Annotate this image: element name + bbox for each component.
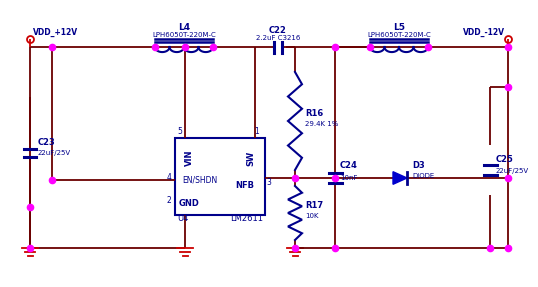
Text: C24: C24 <box>340 161 358 170</box>
Text: R16: R16 <box>305 109 323 118</box>
Text: 10nF: 10nF <box>340 175 357 181</box>
Text: U4: U4 <box>177 214 188 223</box>
Text: 1: 1 <box>254 127 259 136</box>
Text: R17: R17 <box>305 201 323 210</box>
Text: L4: L4 <box>178 23 190 32</box>
Text: DIODE: DIODE <box>412 173 434 179</box>
Text: LPH6050T-220M-C: LPH6050T-220M-C <box>367 32 431 38</box>
Text: VIN: VIN <box>185 150 194 166</box>
Text: NFB: NFB <box>236 181 254 189</box>
Text: 5: 5 <box>178 127 182 136</box>
Text: 3: 3 <box>266 178 272 187</box>
Text: VDD_-12V: VDD_-12V <box>463 28 505 37</box>
Text: VDD_+12V: VDD_+12V <box>33 28 78 37</box>
Text: SW: SW <box>246 150 256 166</box>
Text: 2: 2 <box>167 196 172 205</box>
Text: L5: L5 <box>393 23 405 32</box>
Text: 4: 4 <box>167 173 172 182</box>
Text: D3: D3 <box>412 161 424 170</box>
Text: 10K: 10K <box>305 213 318 219</box>
Text: C22: C22 <box>269 26 287 35</box>
Text: LPH6050T-220M-C: LPH6050T-220M-C <box>152 32 216 38</box>
Text: LM2611: LM2611 <box>230 214 263 223</box>
Text: 22uF/25V: 22uF/25V <box>496 168 529 174</box>
Text: 22uF/25V: 22uF/25V <box>38 150 71 156</box>
Text: 2.2uF C3216: 2.2uF C3216 <box>256 35 300 41</box>
Text: GND: GND <box>179 199 200 208</box>
Polygon shape <box>393 172 407 184</box>
Text: C23: C23 <box>38 138 56 147</box>
Text: C25: C25 <box>496 155 514 164</box>
Text: 29.4K 1%: 29.4K 1% <box>305 121 338 127</box>
Bar <box>175 138 265 215</box>
Text: EN/SHDN: EN/SHDN <box>182 175 218 185</box>
